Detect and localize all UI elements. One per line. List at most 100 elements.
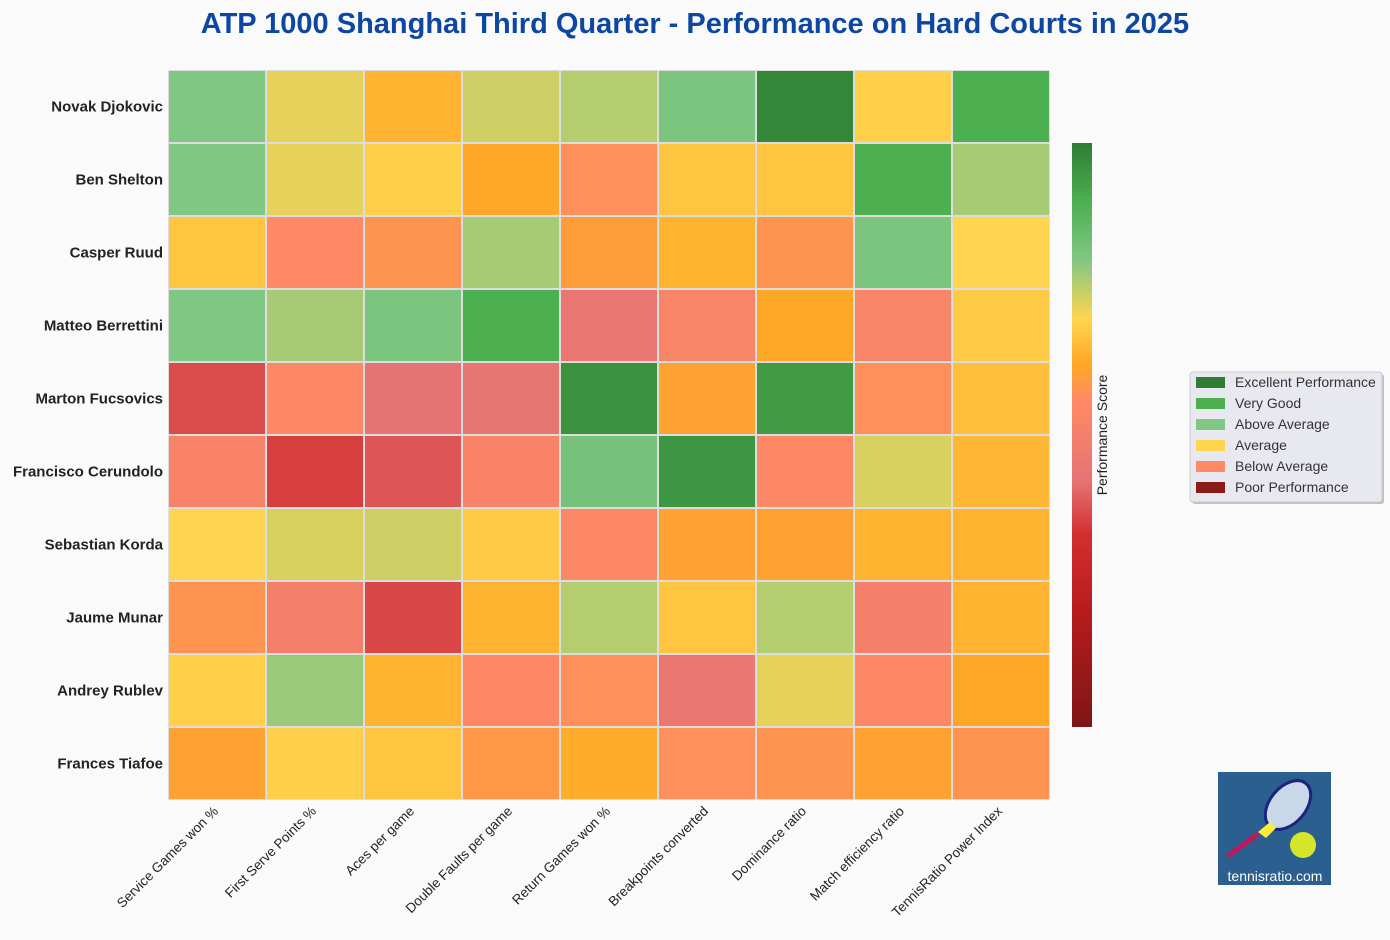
row-label: Novak Djokovic [51, 99, 163, 116]
legend-label: Below Average [1235, 458, 1328, 474]
heatmap-cell [953, 363, 1049, 434]
heatmap-cell [169, 290, 265, 361]
heatmap-cell [953, 217, 1049, 288]
heatmap-cell [365, 363, 461, 434]
heatmap-cell [659, 363, 755, 434]
heatmap-cell [267, 582, 363, 653]
heatmap-cell [365, 728, 461, 799]
heatmap-cell [463, 290, 559, 361]
heatmap-cell [953, 509, 1049, 580]
heatmap-cell [463, 436, 559, 507]
column-label: Dominance ratio [729, 804, 809, 884]
heatmap-cell [561, 436, 657, 507]
heatmap-cell [855, 728, 951, 799]
heatmap-cell [757, 436, 853, 507]
heatmap-cell [953, 728, 1049, 799]
logo-text: tennisratio.com [1228, 868, 1323, 884]
heatmap-cell [267, 655, 363, 726]
column-labels: Service Games won % First Serve Points % A… [114, 803, 1005, 919]
heatmap-cell [169, 217, 265, 288]
heatmap-cell [169, 144, 265, 215]
heatmap-cell [267, 436, 363, 507]
heatmap-cell [463, 582, 559, 653]
heatmap-cell [365, 655, 461, 726]
heatmap-cell [365, 509, 461, 580]
heatmap-cell [953, 655, 1049, 726]
legend-label: Very Good [1235, 395, 1301, 411]
heatmap-cell [757, 728, 853, 799]
heatmap-cell [855, 655, 951, 726]
heatmap-cell [757, 144, 853, 215]
heatmap-cell [855, 144, 951, 215]
row-labels: Novak Djokovic Ben Shelton Casper Ruud Matt… [13, 99, 164, 773]
legend-swatch [1196, 419, 1225, 430]
heatmap-cell [659, 655, 755, 726]
heatmap-cell [659, 436, 755, 507]
heatmap-cell [659, 509, 755, 580]
column-label: Service Games won % [114, 804, 221, 911]
heatmap-cell [561, 71, 657, 142]
row-label: Frances Tiafoe [57, 756, 163, 773]
heatmap-cell [169, 363, 265, 434]
heatmap-cell [365, 582, 461, 653]
heatmap-cell [659, 290, 755, 361]
legend-label: Excellent Performance [1235, 374, 1376, 390]
heatmap-cell [169, 728, 265, 799]
heatmap-cell [757, 363, 853, 434]
legend-swatch [1196, 377, 1225, 388]
heatmap-cell [855, 217, 951, 288]
tennisratio-logo: tennisratio.com [1218, 772, 1331, 885]
heatmap-cell [267, 509, 363, 580]
heatmap-cell [855, 582, 951, 653]
legend-swatch [1196, 440, 1225, 451]
heatmap-cell [855, 363, 951, 434]
legend-swatch [1196, 461, 1225, 472]
column-label: Return Games won % [509, 804, 613, 908]
column-label: TennisRatio Power Index [889, 803, 1005, 919]
heatmap-cell [561, 509, 657, 580]
heatmap-cell [757, 509, 853, 580]
heatmap-cell [365, 71, 461, 142]
heatmap-cell [659, 728, 755, 799]
heatmap-cell [267, 728, 363, 799]
heatmap-cell [561, 290, 657, 361]
heatmap-cell [561, 582, 657, 653]
legend-swatch [1196, 398, 1225, 409]
column-label: Match efficiency ratio [807, 804, 907, 904]
heatmap-cell [365, 290, 461, 361]
legend-swatch [1196, 482, 1225, 493]
heatmap-cell [267, 217, 363, 288]
row-label: Sebastian Korda [45, 537, 164, 554]
row-label: Marton Fucsovics [35, 391, 163, 408]
legend-label: Average [1235, 437, 1287, 453]
row-label: Andrey Rublev [57, 683, 164, 700]
row-label: Casper Ruud [70, 245, 163, 262]
heatmap-cell [169, 71, 265, 142]
heatmap-cell [561, 144, 657, 215]
heatmap-cell [169, 655, 265, 726]
heatmap-cell [169, 436, 265, 507]
heatmap-cell [463, 363, 559, 434]
heatmap-cell [757, 71, 853, 142]
heatmap-cell [267, 144, 363, 215]
heatmap-cell [855, 436, 951, 507]
heatmap-cell [855, 71, 951, 142]
heatmap-cell [365, 436, 461, 507]
heatmap-cell [463, 71, 559, 142]
heatmap-cell [365, 144, 461, 215]
legend-label: Poor Performance [1235, 479, 1349, 495]
heatmap-cell [659, 582, 755, 653]
row-label: Jaume Munar [66, 610, 163, 627]
heatmap-cell [561, 363, 657, 434]
column-label: First Serve Points % [222, 804, 319, 901]
column-label: Breakpoints converted [606, 804, 712, 910]
heatmap-cell [267, 290, 363, 361]
heatmap-cell [659, 144, 755, 215]
heatmap-cell [169, 582, 265, 653]
legend-label: Above Average [1235, 416, 1330, 432]
heatmap-cell [855, 509, 951, 580]
heatmap-cell [757, 217, 853, 288]
heatmap-cell [267, 363, 363, 434]
row-label: Matteo Berrettini [44, 318, 163, 335]
